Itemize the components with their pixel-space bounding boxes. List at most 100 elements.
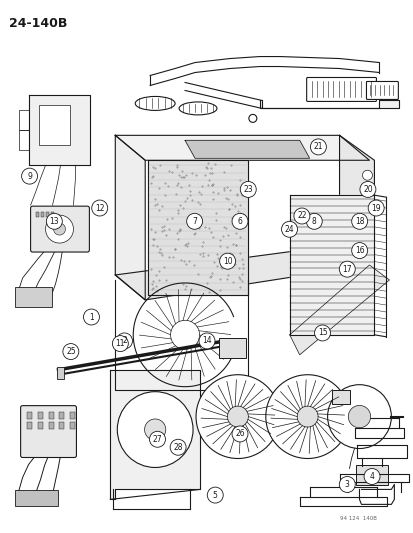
FancyBboxPatch shape — [59, 422, 64, 429]
Circle shape — [83, 309, 99, 325]
Circle shape — [265, 375, 349, 458]
Circle shape — [306, 213, 321, 229]
Circle shape — [196, 375, 279, 458]
Text: 6: 6 — [237, 217, 242, 226]
Circle shape — [297, 406, 317, 427]
FancyBboxPatch shape — [356, 465, 387, 486]
Ellipse shape — [135, 96, 175, 110]
Text: 15: 15 — [317, 328, 327, 337]
Circle shape — [199, 333, 214, 349]
Circle shape — [231, 213, 247, 229]
Circle shape — [92, 200, 107, 216]
Text: 12: 12 — [95, 204, 104, 213]
FancyBboxPatch shape — [36, 212, 38, 217]
Text: 18: 18 — [354, 217, 363, 226]
FancyBboxPatch shape — [331, 390, 349, 403]
Text: 7: 7 — [192, 217, 197, 226]
Circle shape — [219, 253, 235, 269]
Circle shape — [53, 223, 65, 235]
Circle shape — [281, 221, 297, 237]
Circle shape — [45, 215, 73, 243]
FancyBboxPatch shape — [26, 411, 31, 418]
FancyBboxPatch shape — [70, 422, 75, 429]
Polygon shape — [110, 370, 199, 499]
Text: 14: 14 — [202, 336, 211, 345]
Text: 11: 11 — [115, 339, 125, 348]
FancyBboxPatch shape — [50, 212, 53, 217]
Text: 2: 2 — [122, 336, 126, 345]
Circle shape — [367, 200, 383, 216]
Circle shape — [149, 431, 165, 447]
Text: 25: 25 — [66, 347, 76, 356]
FancyBboxPatch shape — [59, 411, 64, 418]
FancyBboxPatch shape — [40, 212, 43, 217]
Circle shape — [310, 139, 325, 155]
Polygon shape — [148, 160, 247, 295]
Text: 4: 4 — [369, 472, 374, 481]
Text: 20: 20 — [362, 185, 372, 194]
FancyBboxPatch shape — [14, 490, 58, 506]
Text: 94 124  140B: 94 124 140B — [339, 516, 375, 521]
Text: 21: 21 — [313, 142, 323, 151]
Text: 24-140B: 24-140B — [9, 17, 67, 30]
Polygon shape — [339, 135, 373, 265]
Polygon shape — [289, 195, 373, 335]
Ellipse shape — [179, 102, 216, 115]
Text: 23: 23 — [243, 185, 252, 194]
FancyBboxPatch shape — [366, 82, 397, 100]
FancyBboxPatch shape — [38, 106, 70, 146]
Text: 19: 19 — [370, 204, 380, 213]
Polygon shape — [28, 95, 90, 165]
Circle shape — [240, 181, 256, 197]
FancyBboxPatch shape — [38, 411, 43, 418]
Circle shape — [207, 487, 223, 503]
FancyBboxPatch shape — [31, 206, 89, 252]
Text: 28: 28 — [173, 443, 183, 452]
Circle shape — [347, 406, 370, 428]
Text: 1: 1 — [89, 312, 94, 321]
Circle shape — [248, 115, 256, 123]
FancyBboxPatch shape — [56, 367, 64, 379]
Circle shape — [363, 469, 379, 484]
Circle shape — [351, 243, 367, 259]
Polygon shape — [115, 245, 368, 300]
FancyBboxPatch shape — [306, 77, 375, 101]
Text: 24: 24 — [284, 225, 294, 234]
Polygon shape — [259, 100, 399, 108]
Circle shape — [117, 392, 192, 467]
FancyBboxPatch shape — [26, 422, 31, 429]
Text: 16: 16 — [354, 246, 363, 255]
Text: 10: 10 — [222, 257, 232, 265]
FancyBboxPatch shape — [21, 406, 76, 457]
Circle shape — [231, 426, 247, 442]
Polygon shape — [289, 265, 389, 355]
Polygon shape — [115, 135, 145, 300]
Circle shape — [112, 336, 128, 352]
Polygon shape — [185, 140, 309, 158]
Circle shape — [339, 261, 354, 277]
Circle shape — [21, 168, 38, 184]
Circle shape — [46, 213, 62, 229]
FancyBboxPatch shape — [48, 422, 53, 429]
Circle shape — [227, 406, 248, 427]
FancyBboxPatch shape — [45, 212, 48, 217]
Text: 5: 5 — [212, 490, 217, 499]
Circle shape — [327, 385, 390, 449]
Circle shape — [314, 325, 330, 341]
Text: 17: 17 — [342, 265, 351, 273]
Text: 27: 27 — [152, 435, 162, 444]
Circle shape — [170, 439, 185, 455]
FancyBboxPatch shape — [218, 338, 245, 358]
Text: 8: 8 — [311, 217, 316, 226]
Circle shape — [293, 208, 309, 224]
Text: 22: 22 — [297, 212, 306, 221]
Circle shape — [339, 477, 354, 492]
Text: 9: 9 — [27, 172, 32, 181]
Circle shape — [359, 181, 375, 197]
Circle shape — [116, 333, 132, 349]
FancyBboxPatch shape — [48, 411, 53, 418]
Circle shape — [63, 344, 78, 360]
Circle shape — [186, 213, 202, 229]
FancyBboxPatch shape — [38, 422, 43, 429]
Circle shape — [351, 213, 367, 229]
